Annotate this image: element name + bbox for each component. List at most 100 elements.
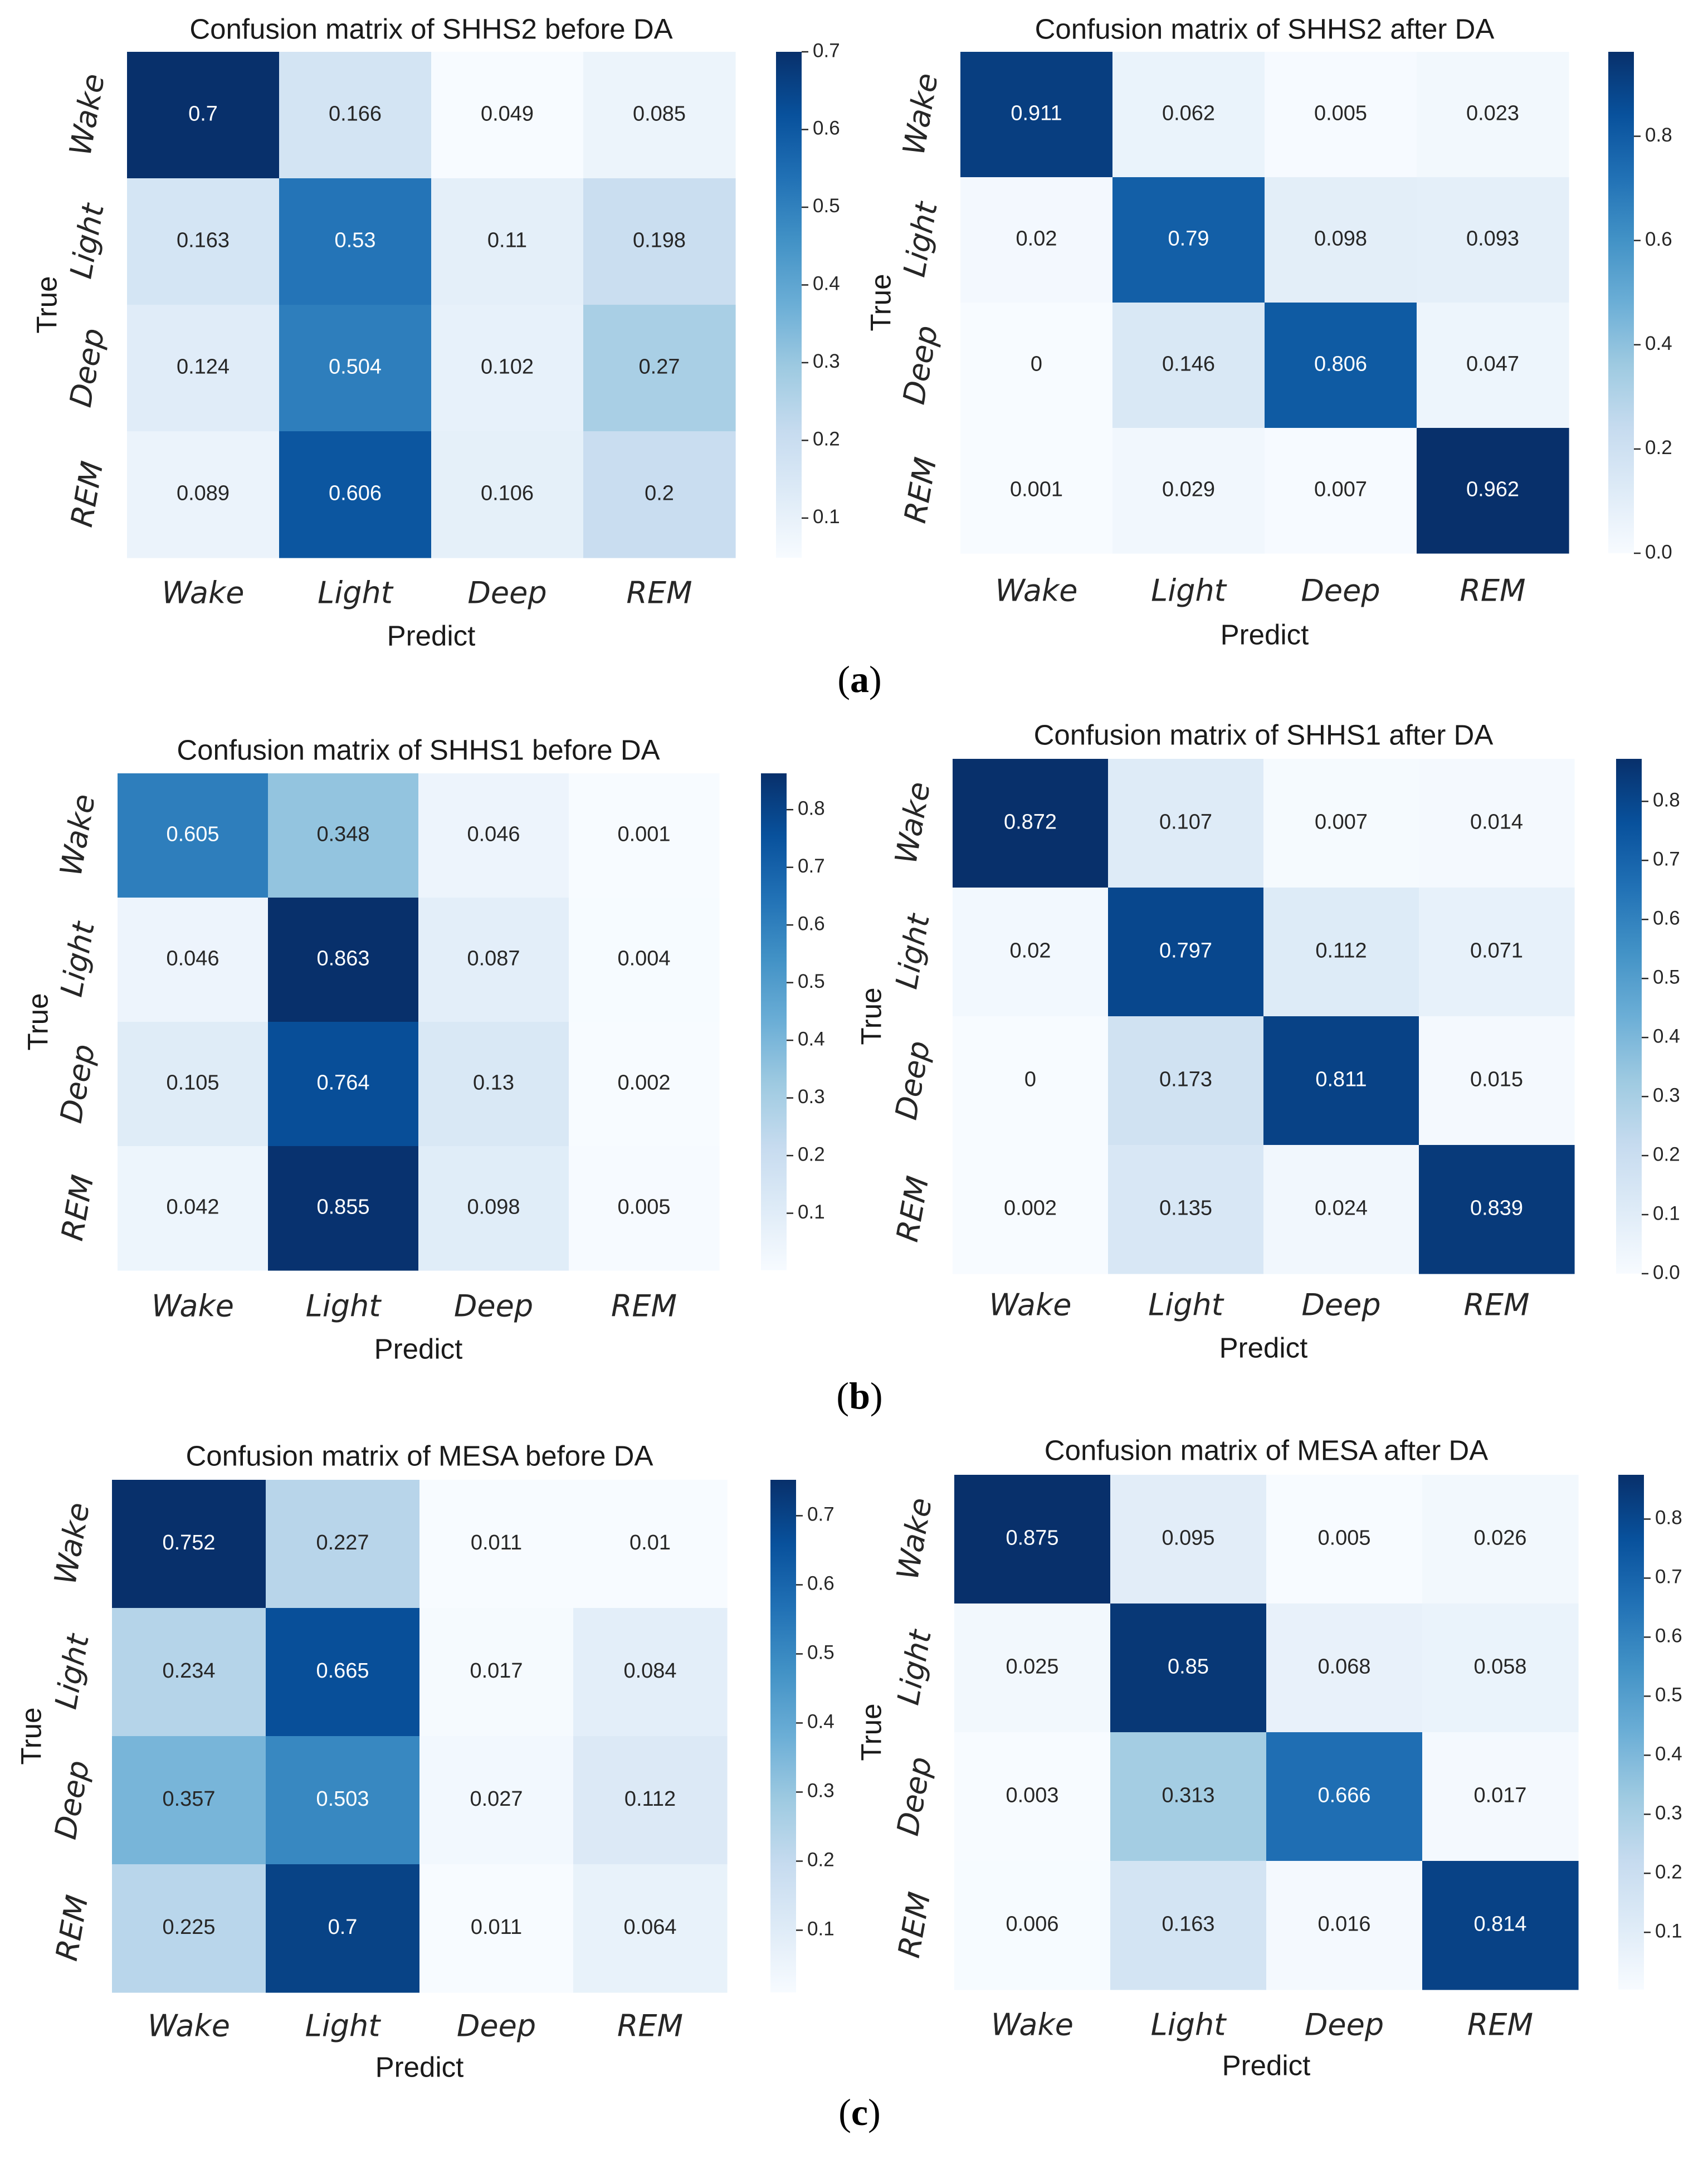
heatmap-cell — [118, 898, 269, 1022]
heatmap-cell — [1108, 1145, 1264, 1274]
cell-value-label: 0.106 — [481, 482, 534, 505]
y-tick-label: Wake — [53, 791, 102, 879]
cell-value-label: 0.093 — [1466, 227, 1519, 251]
heatmap-cell — [960, 428, 1113, 554]
heatmap-cell — [112, 1608, 266, 1737]
colorbar-tick-label: 0.2 — [807, 1849, 835, 1871]
heatmap-cell — [1108, 759, 1264, 888]
cell-value-label: 0.017 — [1473, 1784, 1526, 1807]
colorbar — [1616, 759, 1642, 1274]
x-tick-label: Wake — [148, 2009, 230, 2044]
heatmap-cell — [127, 178, 280, 305]
cell-value-label: 0.7 — [328, 1916, 358, 1939]
heatmap-panel-1: Confusion matrix of SHHS2 before DA 0.7 0.… — [31, 13, 840, 651]
colorbar-tick-label: 0.8 — [798, 797, 825, 819]
cell-value-label: 0.004 — [617, 947, 670, 971]
heatmap-cell — [118, 1146, 269, 1271]
cell-value-label: 0.068 — [1317, 1655, 1370, 1679]
x-axis-label: Predict — [387, 620, 476, 651]
colorbar-tick-label: 0.2 — [1645, 437, 1672, 459]
cell-value-label: 0.084 — [623, 1659, 676, 1683]
heatmap-panel-3: Confusion matrix of SHHS1 before DA 0.605… — [22, 734, 824, 1364]
heatmap-cell — [1419, 1145, 1575, 1274]
heatmap-cell — [583, 305, 736, 432]
heatmap-cell — [279, 178, 432, 305]
cell-value-label: 0.811 — [1315, 1068, 1367, 1091]
cell-value-label: 0.797 — [1159, 939, 1212, 963]
heatmap-cell — [1419, 759, 1575, 888]
x-tick-label: Wake — [152, 1289, 234, 1324]
x-tick-label: Wake — [989, 1288, 1071, 1323]
heatmap-cell — [419, 1864, 574, 1993]
heatmap-cell — [953, 1145, 1109, 1274]
cell-value-label: 0.504 — [329, 355, 382, 379]
cell-value-label: 0.53 — [335, 229, 376, 252]
cell-value-label: 0.135 — [1159, 1197, 1212, 1220]
cell-value-label: 0.01 — [629, 1531, 671, 1554]
y-tick-label: Deep — [63, 325, 111, 410]
cell-value-label: 0.124 — [177, 355, 230, 379]
colorbar-tick-label: 0.8 — [1653, 789, 1680, 811]
cell-value-label: 0.046 — [166, 947, 219, 971]
y-axis-label: True — [855, 1704, 887, 1761]
cell-value-label: 0.112 — [624, 1787, 676, 1811]
x-tick-label: Light — [1151, 573, 1227, 608]
heatmap-cell — [279, 52, 432, 179]
heatmap-cell — [569, 1022, 720, 1147]
colorbar-tick-label: 0.4 — [813, 273, 840, 295]
cell-value-label: 0.089 — [177, 482, 230, 505]
y-axis-label: True — [855, 988, 887, 1045]
colorbar-tick-label: 0.6 — [813, 118, 840, 139]
x-tick-label: Deep — [467, 576, 546, 611]
heatmap-cell — [268, 898, 419, 1022]
heatmap-cell — [583, 431, 736, 558]
heatmap-cell — [1108, 888, 1264, 1017]
y-tick-label: Wake — [47, 1500, 96, 1587]
cell-value-label: 0.026 — [1473, 1527, 1526, 1550]
cell-value-label: 0.112 — [1315, 939, 1367, 963]
heatmap-cell — [279, 431, 432, 558]
heatmap-cell — [112, 1864, 266, 1993]
cell-value-label: 0.02 — [1010, 939, 1051, 963]
cell-value-label: 0.227 — [316, 1531, 369, 1554]
cell-value-label: 0.025 — [1006, 1655, 1058, 1679]
y-axis-label: True — [22, 993, 53, 1051]
heatmap-cell — [419, 1736, 574, 1865]
colorbar-tick-label: 0.2 — [798, 1143, 825, 1165]
cell-value-label: 0.062 — [1162, 102, 1215, 125]
heatmap-cell — [431, 52, 584, 179]
heatmap-cell — [418, 773, 569, 898]
heatmap-cell — [1419, 888, 1575, 1017]
x-tick-label: REM — [1467, 2007, 1533, 2043]
chart-title: Confusion matrix of SHHS2 after DA — [1035, 13, 1495, 45]
colorbar-tick-label: 0.4 — [798, 1028, 825, 1050]
cell-value-label: 0.107 — [1159, 811, 1212, 834]
colorbar-tick-label: 0.2 — [1655, 1861, 1682, 1883]
heatmap-cell — [1265, 303, 1417, 428]
cell-value-label: 0.005 — [1317, 1527, 1370, 1550]
heatmap-cell — [1422, 1732, 1579, 1861]
heatmap-cell — [1265, 428, 1417, 554]
colorbar-tick-label: 0.0 — [1645, 541, 1672, 563]
colorbar-tick-label: 0.6 — [807, 1573, 835, 1595]
x-tick-label: REM — [617, 2009, 683, 2044]
heatmap-cell — [1110, 1475, 1267, 1604]
heatmap-cell — [1266, 1861, 1423, 1990]
cell-value-label: 0.015 — [1470, 1068, 1523, 1091]
heatmap-panel-4: Confusion matrix of SHHS1 after DA 0.872 0… — [855, 719, 1680, 1363]
heatmap-cell — [118, 1022, 269, 1147]
cell-value-label: 0.046 — [467, 823, 520, 846]
heatmap-cell — [953, 1016, 1109, 1146]
heatmap-cell — [960, 52, 1113, 178]
y-tick-label: Light — [63, 200, 111, 281]
cell-value-label: 0.02 — [1016, 227, 1057, 251]
heatmap-cell — [266, 1608, 420, 1737]
cell-value-label: 0.666 — [1317, 1784, 1370, 1807]
y-tick-label: Light — [890, 1626, 938, 1707]
heatmap-cell — [1417, 303, 1569, 428]
cell-value-label: 0.071 — [1470, 939, 1523, 963]
colorbar-tick-label: 0.5 — [813, 195, 840, 217]
cell-value-label: 0.011 — [471, 1916, 522, 1939]
x-tick-label: Wake — [991, 2007, 1073, 2043]
